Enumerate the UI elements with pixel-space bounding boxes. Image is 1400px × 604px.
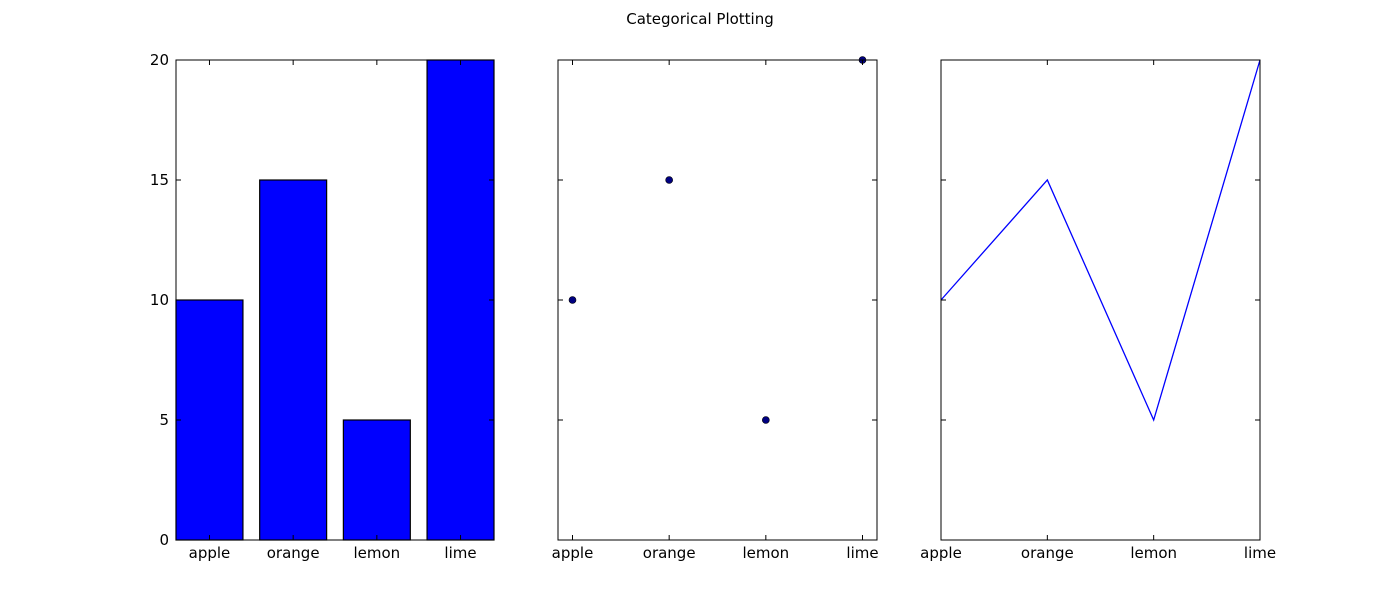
y-tick-label: 5 [159,411,169,429]
series-line [940,59,1261,422]
y-tick-label: 15 [150,171,169,189]
point-apple [568,296,577,304]
point-lemon [762,416,770,424]
x-tick-label: apple [920,544,962,562]
figure-title: Categorical Plotting [626,10,774,28]
scatter-chart-panel: apple orange lemon lime [552,56,879,562]
y-tick-label: 10 [150,291,169,309]
x-tick-label: lime [846,544,878,562]
bar-lemon [342,419,411,541]
bar-chart-panel: 0 5 10 15 20 apple orange lemon lime [150,51,495,562]
x-tick-label: lemon [353,544,400,562]
bar-apple [175,299,244,541]
x-tick-label: orange [267,544,320,562]
point-orange [665,176,673,184]
x-tick-label: lemon [1130,544,1177,562]
bar-orange [259,179,328,541]
x-tick-label: lime [444,544,476,562]
x-tick-label: orange [1021,544,1074,562]
x-tick-label: lemon [742,544,789,562]
y-tick-label: 20 [150,51,169,69]
y-tick-label: 0 [159,531,169,549]
line-chart-panel: apple orange lemon lime [920,59,1276,562]
x-tick-label: orange [643,544,696,562]
x-tick-label: apple [552,544,594,562]
x-tick-label: lime [1244,544,1276,562]
axes-frame [557,59,878,541]
x-tick-label: apple [189,544,231,562]
bar-lime [426,59,495,541]
